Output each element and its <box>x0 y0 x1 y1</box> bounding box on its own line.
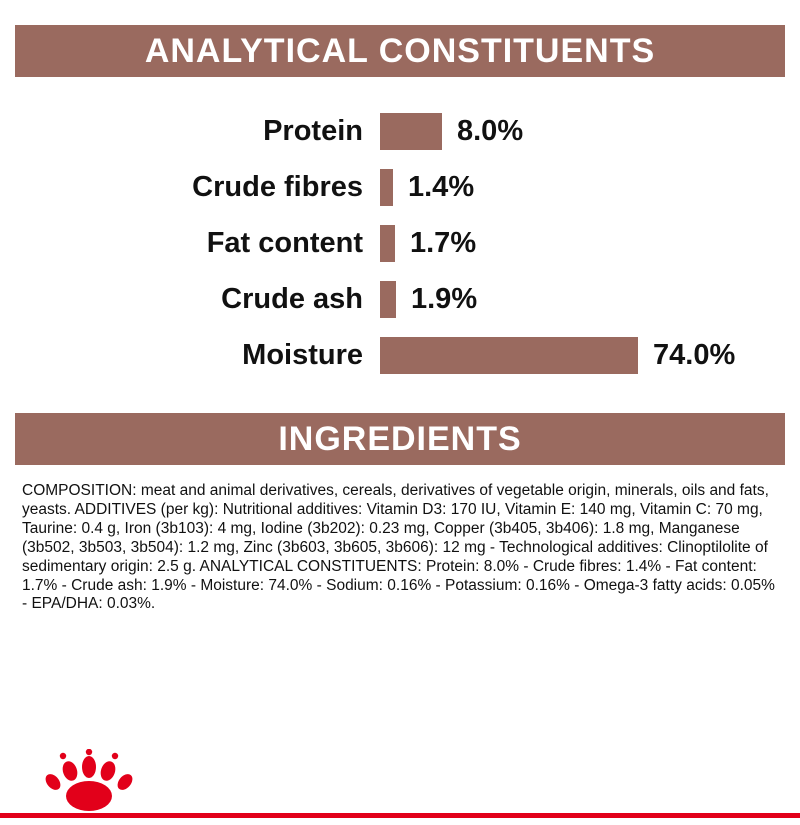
bar-protein <box>380 112 442 150</box>
ingredients-header: INGREDIENTS <box>15 413 785 465</box>
analytical-constituents-chart: Protein 8.0% Crude fibres 1.4% Fat conte… <box>0 103 800 383</box>
brand-red-line <box>0 813 800 818</box>
bar-fat-content <box>380 224 395 262</box>
bar-moisture <box>380 336 638 374</box>
bar-value-moisture: 74.0% <box>653 338 736 371</box>
bar-value-crude-fibres: 1.4% <box>408 170 475 203</box>
bar-crude-fibres <box>380 168 393 206</box>
composition-text: COMPOSITION: meat and animal derivatives… <box>22 482 775 613</box>
royal-canin-paw-logo <box>25 749 153 813</box>
bar-value-crude-ash: 1.9% <box>411 282 478 315</box>
bar-value-fat-content: 1.7% <box>410 226 477 259</box>
chart-row-crude-fibres: Crude fibres 1.4% <box>0 159 800 215</box>
bar-label-protein: Protein <box>263 114 363 147</box>
bar-label-fat-content: Fat content <box>206 226 363 259</box>
analytical-constituents-header: ANALYTICAL CONSTITUENTS <box>15 25 785 77</box>
bar-label-crude-fibres: Crude fibres <box>192 170 363 203</box>
chart-row-crude-ash: Crude ash 1.9% <box>0 271 800 327</box>
chart-row-protein: Protein 8.0% <box>0 103 800 159</box>
bar-label-moisture: Moisture <box>242 338 363 371</box>
chart-row-moisture: Moisture 74.0% <box>0 327 800 383</box>
bar-crude-ash <box>380 280 396 318</box>
bar-label-crude-ash: Crude ash <box>221 282 363 315</box>
bar-value-protein: 8.0% <box>457 114 524 147</box>
chart-row-fat-content: Fat content 1.7% <box>0 215 800 271</box>
paw-icon <box>45 749 133 811</box>
